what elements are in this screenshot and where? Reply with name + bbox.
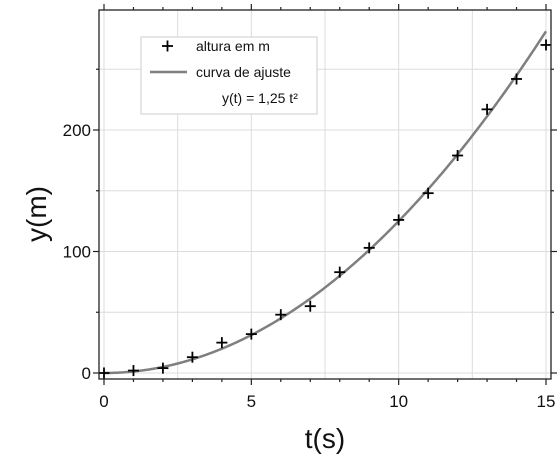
legend-plus-marker <box>162 40 173 52</box>
y-tick-label: 0 <box>82 364 91 383</box>
y-tick-labels: 0 100 200 <box>63 121 91 383</box>
x-tick-labels: 0 5 10 15 <box>99 392 555 411</box>
axis-ticks <box>93 4 557 385</box>
data-point <box>393 214 405 226</box>
data-point <box>127 365 139 377</box>
data-point <box>511 73 523 85</box>
data-point <box>540 39 552 51</box>
data-point <box>157 362 169 374</box>
data-point <box>245 328 257 340</box>
fit-curve-layer <box>104 30 548 375</box>
y-tick-label: 100 <box>63 243 91 262</box>
plot-frame <box>98 9 552 380</box>
legend-label-points: altura em m <box>196 38 270 54</box>
y-axis-title: y(m) <box>21 186 52 242</box>
data-points-layer <box>98 39 552 379</box>
fit-curve <box>104 30 548 375</box>
data-point <box>452 150 464 162</box>
data-point <box>422 187 434 199</box>
data-point <box>304 300 316 312</box>
x-tick-label: 10 <box>389 392 408 411</box>
x-tick-label: 15 <box>537 392 556 411</box>
data-point <box>275 309 287 321</box>
x-tick-label: 0 <box>99 392 108 411</box>
data-point <box>186 351 198 363</box>
x-tick-label: 5 <box>247 392 256 411</box>
data-point <box>216 337 228 349</box>
data-point <box>481 103 493 115</box>
legend: altura em m curva de ajuste y(t) = 1,25 … <box>140 36 318 115</box>
data-point <box>363 242 375 254</box>
x-axis-title: t(s) <box>305 423 345 454</box>
legend-box <box>140 36 318 115</box>
data-point <box>98 367 110 379</box>
legend-label-fit: curva de ajuste <box>196 64 291 80</box>
y-tick-label: 200 <box>63 121 91 140</box>
data-point <box>334 266 346 278</box>
legend-equation: y(t) = 1,25 t² <box>222 90 298 106</box>
